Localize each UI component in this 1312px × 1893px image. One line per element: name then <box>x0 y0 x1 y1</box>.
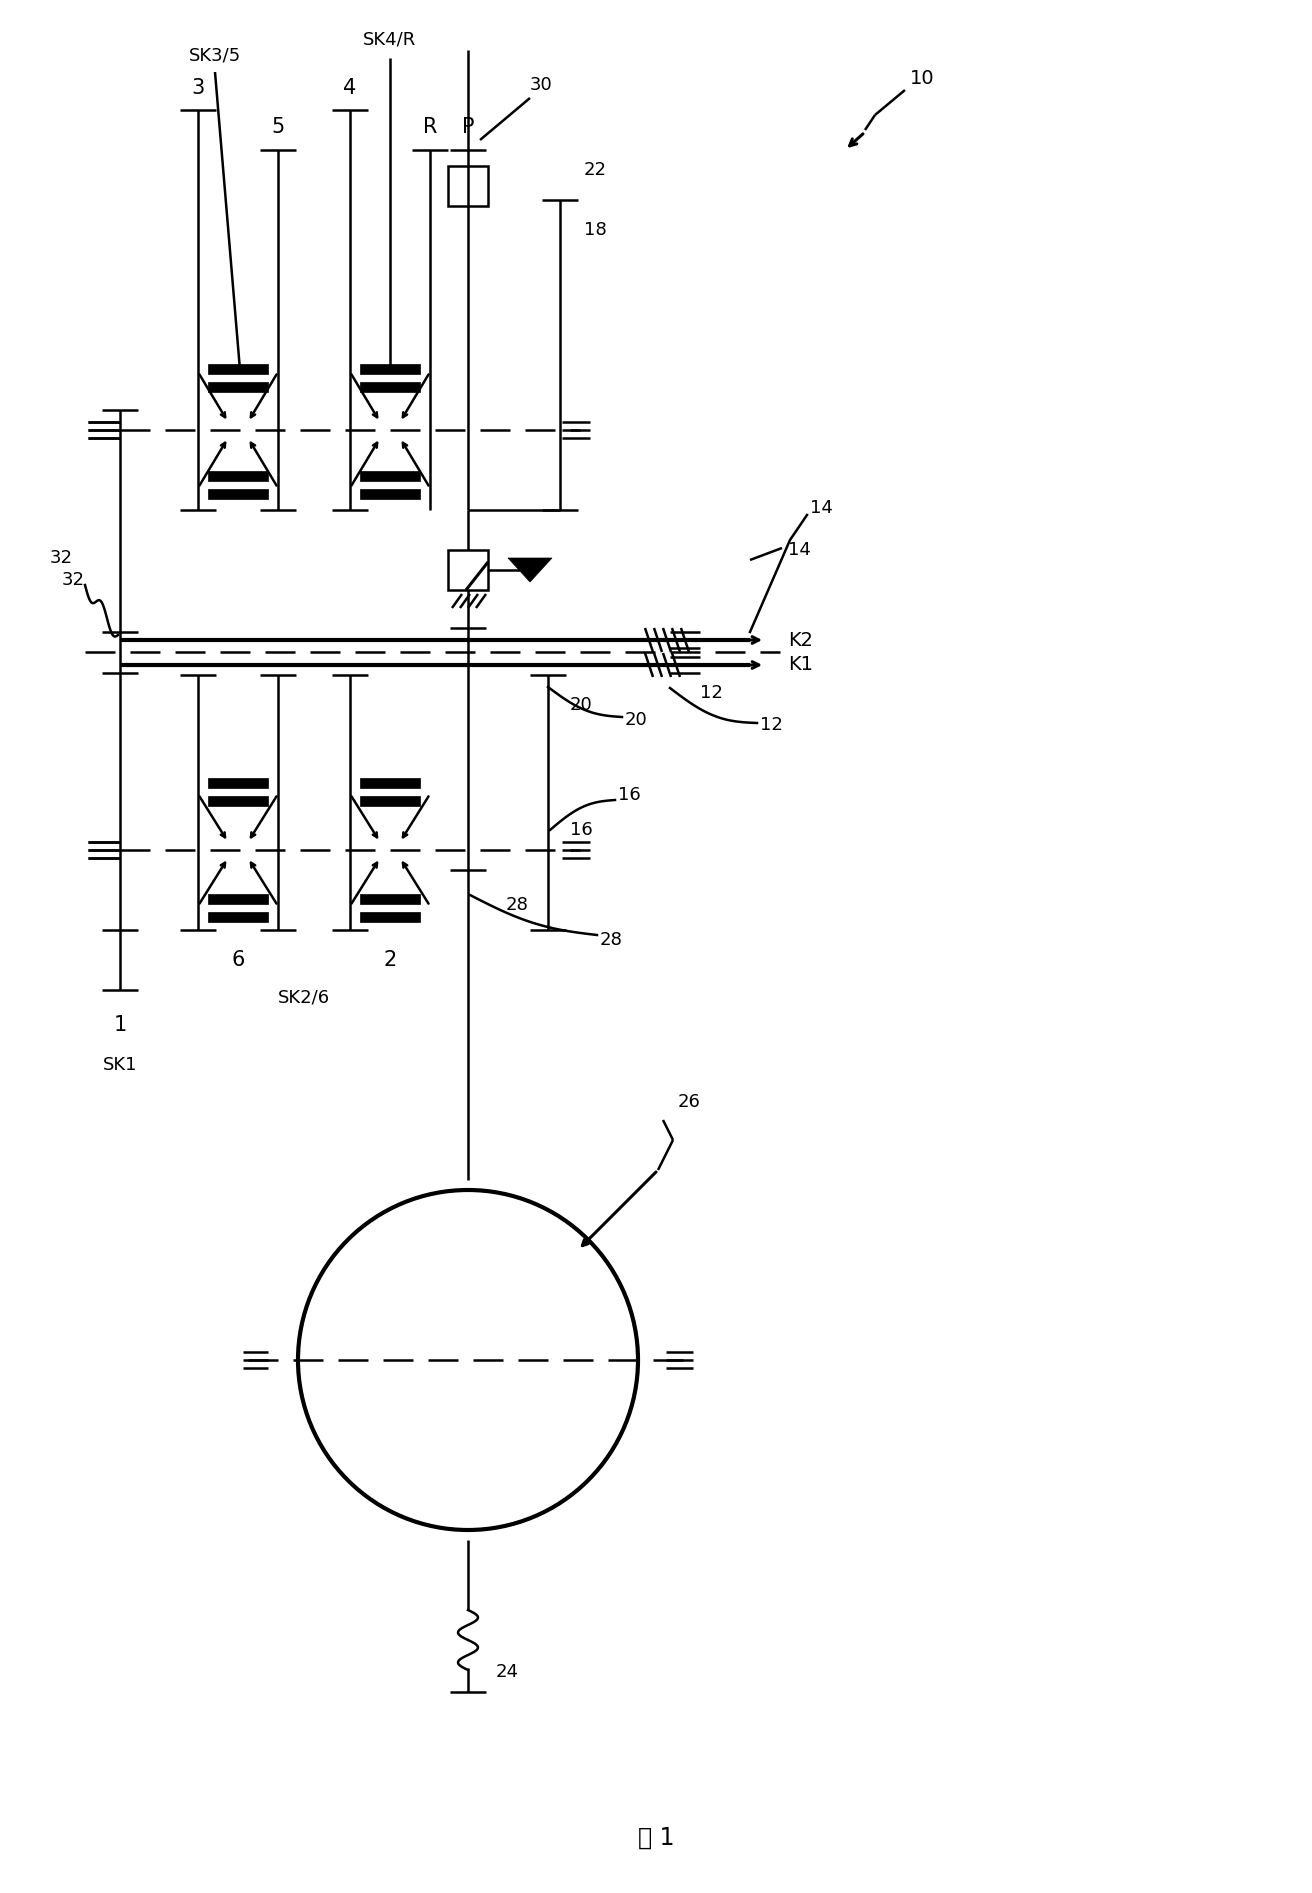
Text: 32: 32 <box>62 572 85 589</box>
Text: 28: 28 <box>506 895 529 914</box>
Text: 24: 24 <box>496 1662 520 1681</box>
Bar <box>209 778 268 787</box>
Text: 30: 30 <box>530 76 552 95</box>
Text: 32: 32 <box>50 549 73 568</box>
Text: 14: 14 <box>810 500 833 517</box>
Bar <box>359 382 420 392</box>
Bar <box>209 893 268 905</box>
Text: K2: K2 <box>789 630 813 649</box>
Text: 6: 6 <box>231 950 244 969</box>
Polygon shape <box>508 558 552 581</box>
Text: 18: 18 <box>584 221 606 239</box>
Text: 5: 5 <box>272 117 285 136</box>
Text: 1: 1 <box>113 1015 127 1035</box>
Text: 22: 22 <box>584 161 607 180</box>
Bar <box>209 795 268 806</box>
Bar <box>359 488 420 500</box>
Bar <box>209 912 268 922</box>
Text: 16: 16 <box>618 786 640 805</box>
Bar <box>359 778 420 787</box>
Bar <box>359 795 420 806</box>
Bar <box>209 363 268 375</box>
Text: 20: 20 <box>625 712 648 729</box>
Text: 12: 12 <box>701 683 723 702</box>
Text: 图 1: 图 1 <box>638 1827 674 1849</box>
Bar <box>447 551 488 591</box>
Text: 10: 10 <box>911 68 934 87</box>
Bar <box>359 912 420 922</box>
Bar <box>359 363 420 375</box>
Text: 3: 3 <box>192 78 205 98</box>
Text: 26: 26 <box>678 1092 701 1111</box>
Bar <box>209 488 268 500</box>
Text: K1: K1 <box>789 655 813 674</box>
Bar <box>209 382 268 392</box>
Text: SK4/R: SK4/R <box>363 30 417 49</box>
Text: 2: 2 <box>383 950 396 969</box>
Bar <box>359 893 420 905</box>
Bar <box>447 167 488 206</box>
Text: 12: 12 <box>760 716 783 734</box>
Text: P: P <box>462 117 474 136</box>
Text: 28: 28 <box>600 931 623 948</box>
Text: SK3/5: SK3/5 <box>189 45 241 64</box>
Bar <box>359 471 420 481</box>
Text: 4: 4 <box>344 78 357 98</box>
Text: R: R <box>422 117 437 136</box>
Text: SK2/6: SK2/6 <box>278 988 331 1007</box>
Bar <box>209 471 268 481</box>
Text: 20: 20 <box>569 697 593 714</box>
Text: 14: 14 <box>789 541 811 558</box>
Text: 16: 16 <box>569 822 593 839</box>
Text: SK1: SK1 <box>102 1056 138 1073</box>
